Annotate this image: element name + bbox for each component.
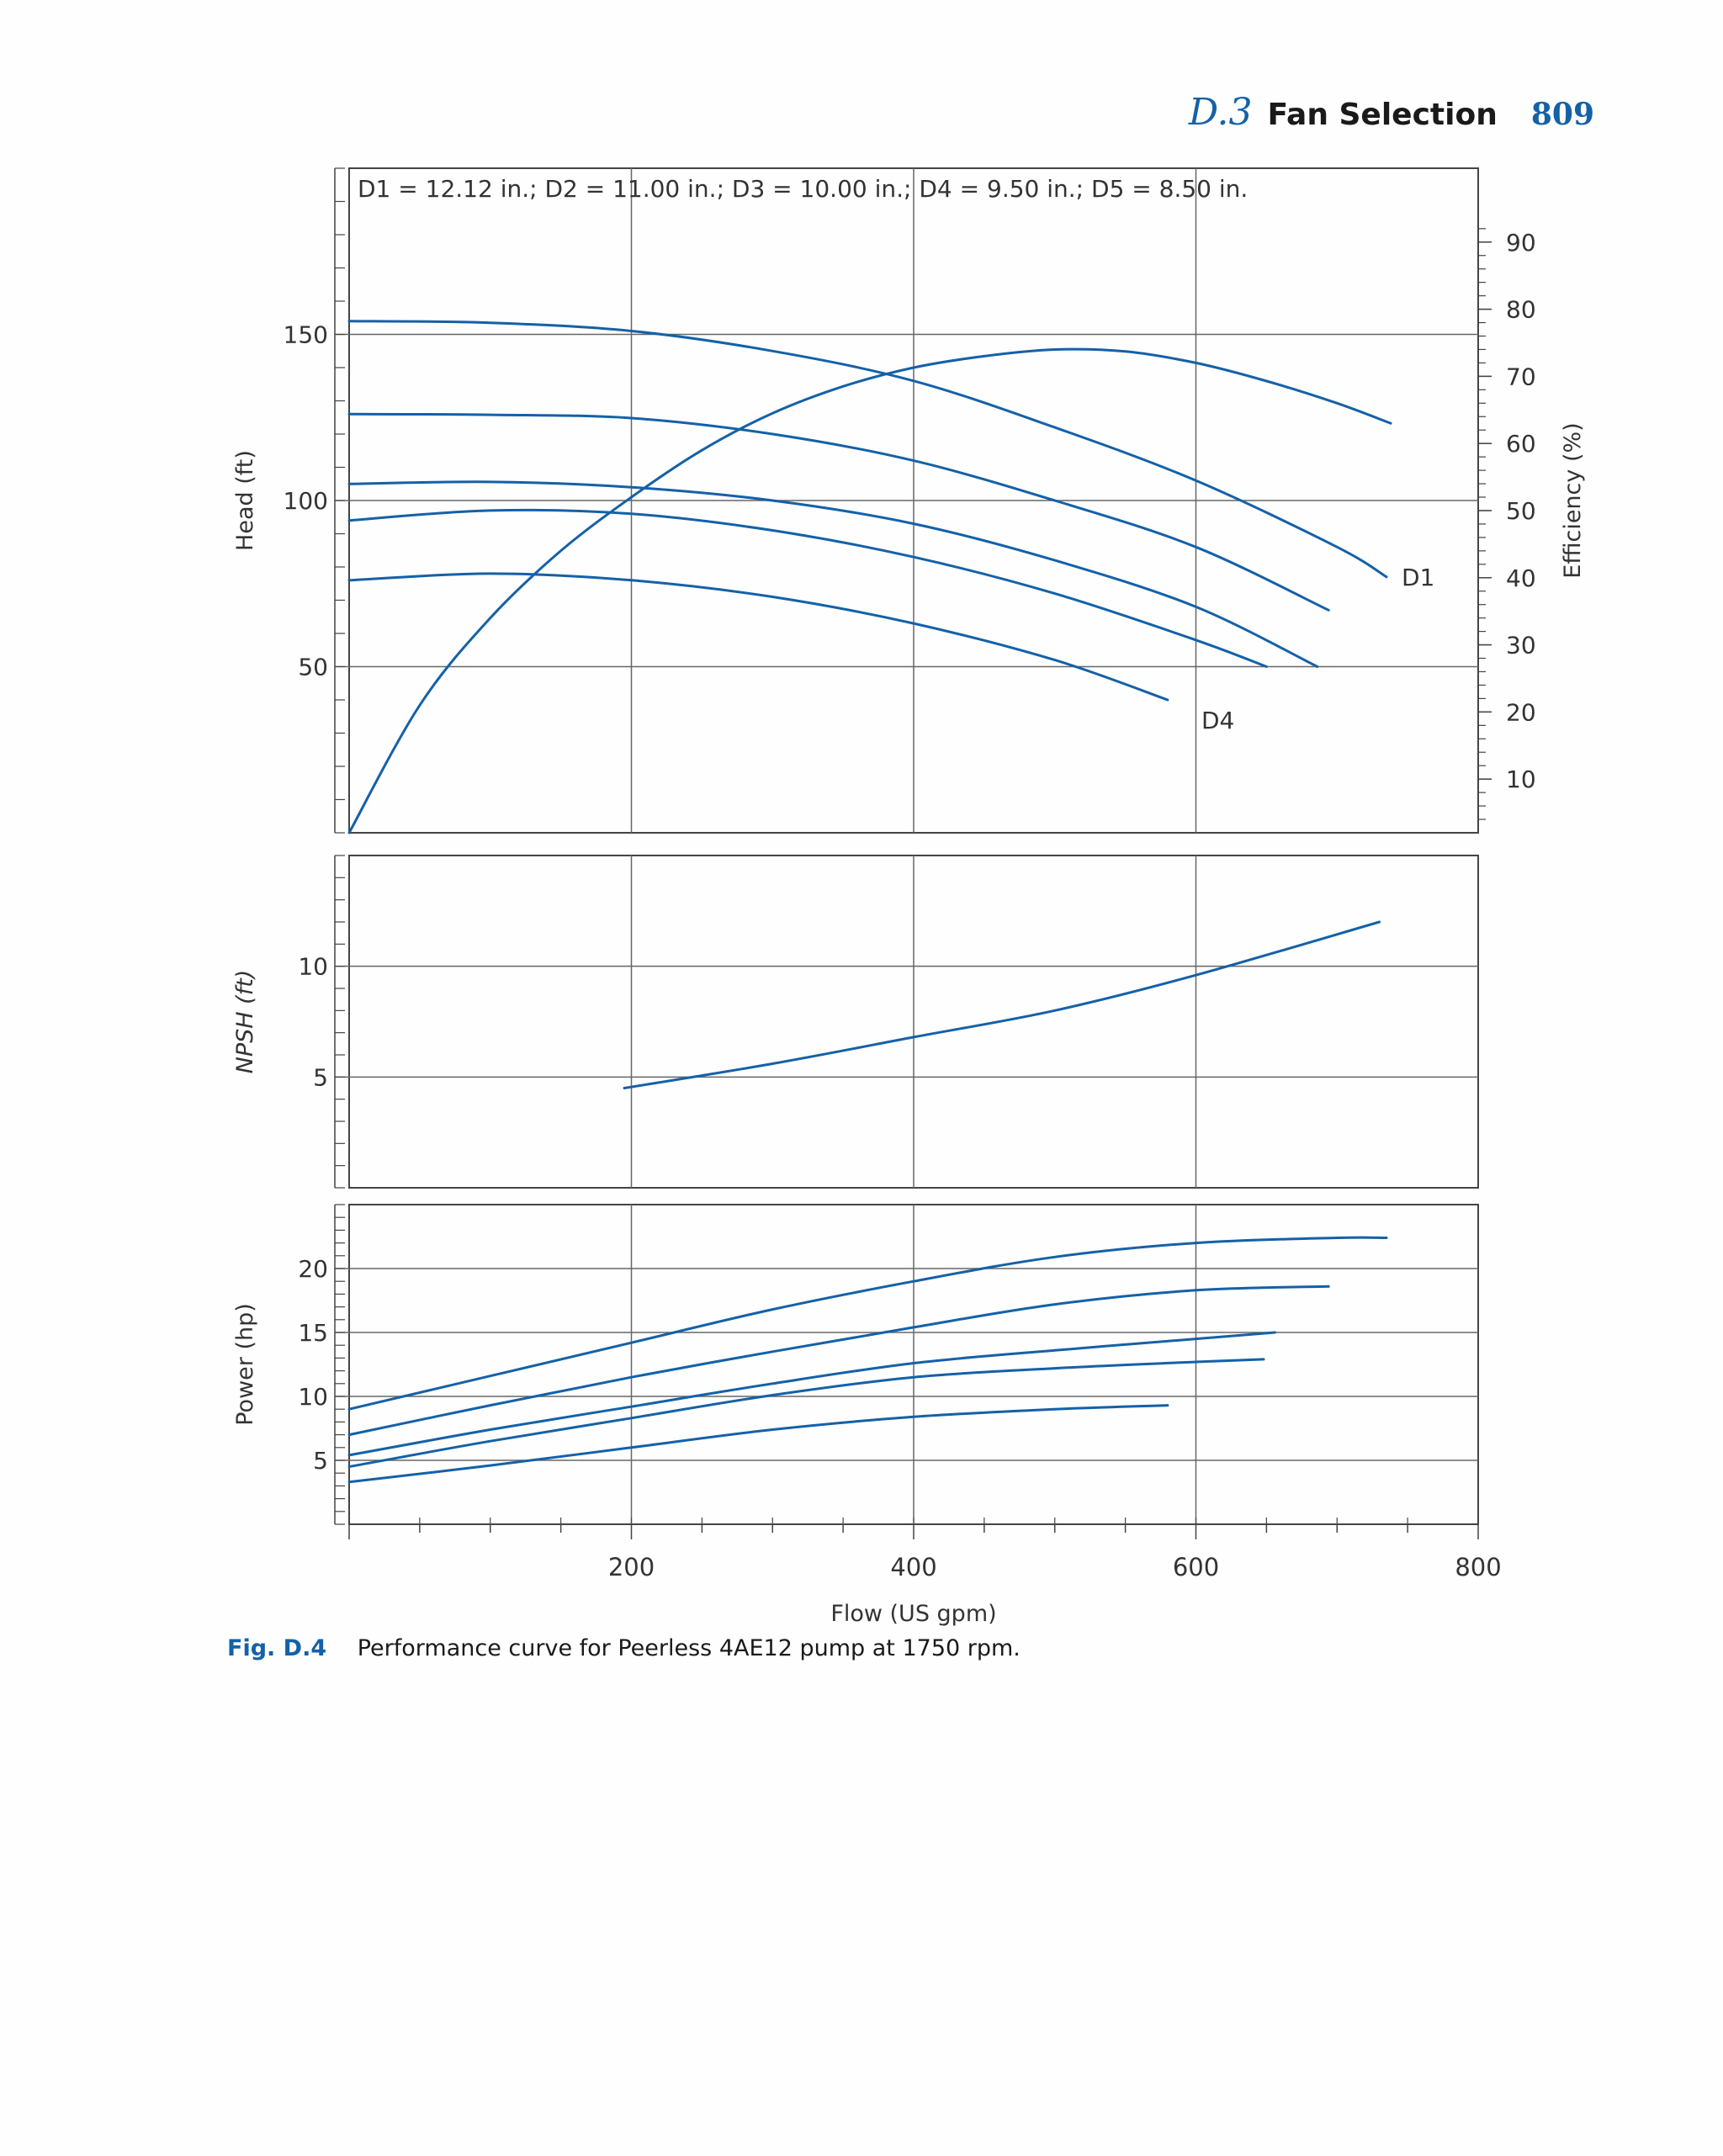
power-ytick-1: 10: [298, 1383, 328, 1411]
x-axis-label: Flow (US gpm): [830, 1601, 996, 1627]
head-series-efficiency: [347, 347, 1392, 834]
y2tick-1: 20: [1506, 698, 1536, 726]
page-number: 809: [1530, 97, 1594, 132]
power-ytick-3: 20: [298, 1255, 328, 1283]
power-series-d3: [347, 1331, 1276, 1457]
xtick-0: 200: [608, 1553, 655, 1581]
figure-caption-text: Performance curve for Peerless 4AE12 pum…: [357, 1635, 1021, 1661]
power-series-d4: [347, 1358, 1265, 1469]
head-ytick-2: 150: [284, 321, 328, 349]
xtick-1: 400: [890, 1553, 936, 1581]
y2tick-8: 90: [1506, 229, 1536, 257]
power-series-d2: [347, 1285, 1330, 1437]
head-series-d3: [347, 480, 1319, 668]
y2tick-4: 50: [1506, 497, 1536, 525]
y2tick-6: 70: [1506, 363, 1536, 390]
figure-caption: Fig. D.4 Performance curve for Peerless …: [227, 1635, 1021, 1661]
head-series-d2: [347, 412, 1330, 612]
xtick-2: 600: [1173, 1553, 1219, 1581]
diameter-annotation: D1 = 12.12 in.; D2 = 11.00 in.; D3 = 10.…: [358, 175, 1248, 203]
y2tick-5: 60: [1506, 430, 1536, 458]
y2tick-2: 30: [1506, 632, 1536, 660]
section-title: Fan Selection: [1267, 98, 1498, 132]
head-label-d1: D1: [1402, 564, 1434, 591]
power-ytick-2: 15: [298, 1319, 328, 1347]
npsh-ytick-1: 10: [298, 953, 328, 981]
npsh-ylabel: NPSH (ft): [232, 970, 258, 1074]
y2tick-7: 80: [1506, 296, 1536, 324]
figure-label: Fig. D.4: [227, 1635, 327, 1661]
section-number: D.3: [1188, 91, 1253, 134]
y2tick-0: 10: [1506, 765, 1536, 793]
power-series-d5: [347, 1404, 1169, 1484]
power-series-d1: [347, 1236, 1388, 1411]
head-series-d4: [347, 508, 1268, 668]
head-ylabel: Head (ft): [232, 450, 258, 551]
head-series-d1: [347, 320, 1388, 579]
head-series-d5: [347, 572, 1169, 702]
power-ytick-0: 5: [313, 1447, 328, 1475]
page-header: D.3 Fan Selection 809: [1189, 91, 1594, 134]
xtick-3: 800: [1455, 1553, 1501, 1581]
head-ytick-1: 100: [284, 487, 328, 515]
y2-label: Efficiency (%): [1560, 422, 1586, 578]
head-ytick-0: 50: [298, 654, 328, 681]
power-ylabel: Power (hp): [232, 1303, 258, 1426]
head-label-d5: D4: [1201, 707, 1234, 734]
npsh-series-npsh: [623, 920, 1381, 1089]
npsh-ytick-0: 5: [313, 1063, 328, 1091]
y2tick-3: 40: [1506, 564, 1536, 592]
